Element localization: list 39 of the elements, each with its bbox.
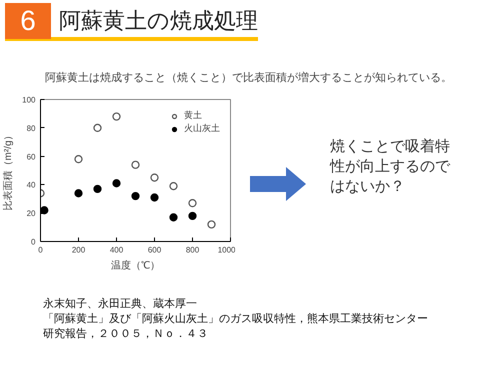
chart-title: 阿蘇黄土の焼成処理	[58, 7, 258, 36]
x-tick-label: 1000	[218, 246, 236, 254]
text: 焼くことで吸着特性が向上するのではないか？	[330, 137, 452, 197]
point	[188, 199, 197, 208]
x-tick-label: 600	[148, 246, 162, 254]
point	[131, 160, 140, 169]
point	[131, 192, 140, 200]
text: 永末知子、永田正典、蔵本厚一	[43, 298, 197, 310]
y-tick-label: 80	[26, 124, 36, 133]
y-tick-label: 40	[26, 180, 36, 190]
y-tick-label: 0	[31, 238, 36, 246]
x-tick-label: 800	[186, 246, 200, 254]
point	[207, 220, 216, 229]
point	[150, 193, 159, 202]
point	[112, 179, 121, 188]
legend-label: 黄土	[184, 109, 203, 122]
x-tick-label: 200	[72, 246, 86, 254]
point	[150, 174, 159, 182]
point	[188, 212, 197, 220]
point	[74, 189, 83, 198]
chart-subtitle: 阿蘇黄土は焼成すること（焼くこと）で比表面積が増大することが知られている。	[44, 70, 452, 86]
y-tick-label: 60	[26, 152, 36, 162]
text: 研究報告，２００５，Ｎｏ．４３	[43, 328, 208, 340]
text: 6	[5, 3, 51, 39]
y-axis-title: 比表面積（m²/g）	[2, 130, 14, 210]
x-tick-label: 400	[110, 246, 124, 254]
y-tick-label: 20	[26, 209, 36, 218]
legend-label: 火山灰土	[184, 122, 220, 135]
x-tick-label: 0	[38, 246, 44, 254]
text: 「阿蘇黄土」及び「阿蘇火山灰土」のガス吸収特性，熊本県工業技術センター	[43, 313, 428, 325]
y-tick-label: 100	[22, 96, 36, 104]
x-axis-title: 温度（℃）	[111, 260, 160, 272]
point	[169, 182, 178, 190]
point	[93, 184, 102, 194]
point	[112, 112, 121, 121]
point	[93, 124, 102, 132]
point	[169, 213, 178, 222]
point	[74, 155, 83, 164]
point	[40, 206, 48, 214]
